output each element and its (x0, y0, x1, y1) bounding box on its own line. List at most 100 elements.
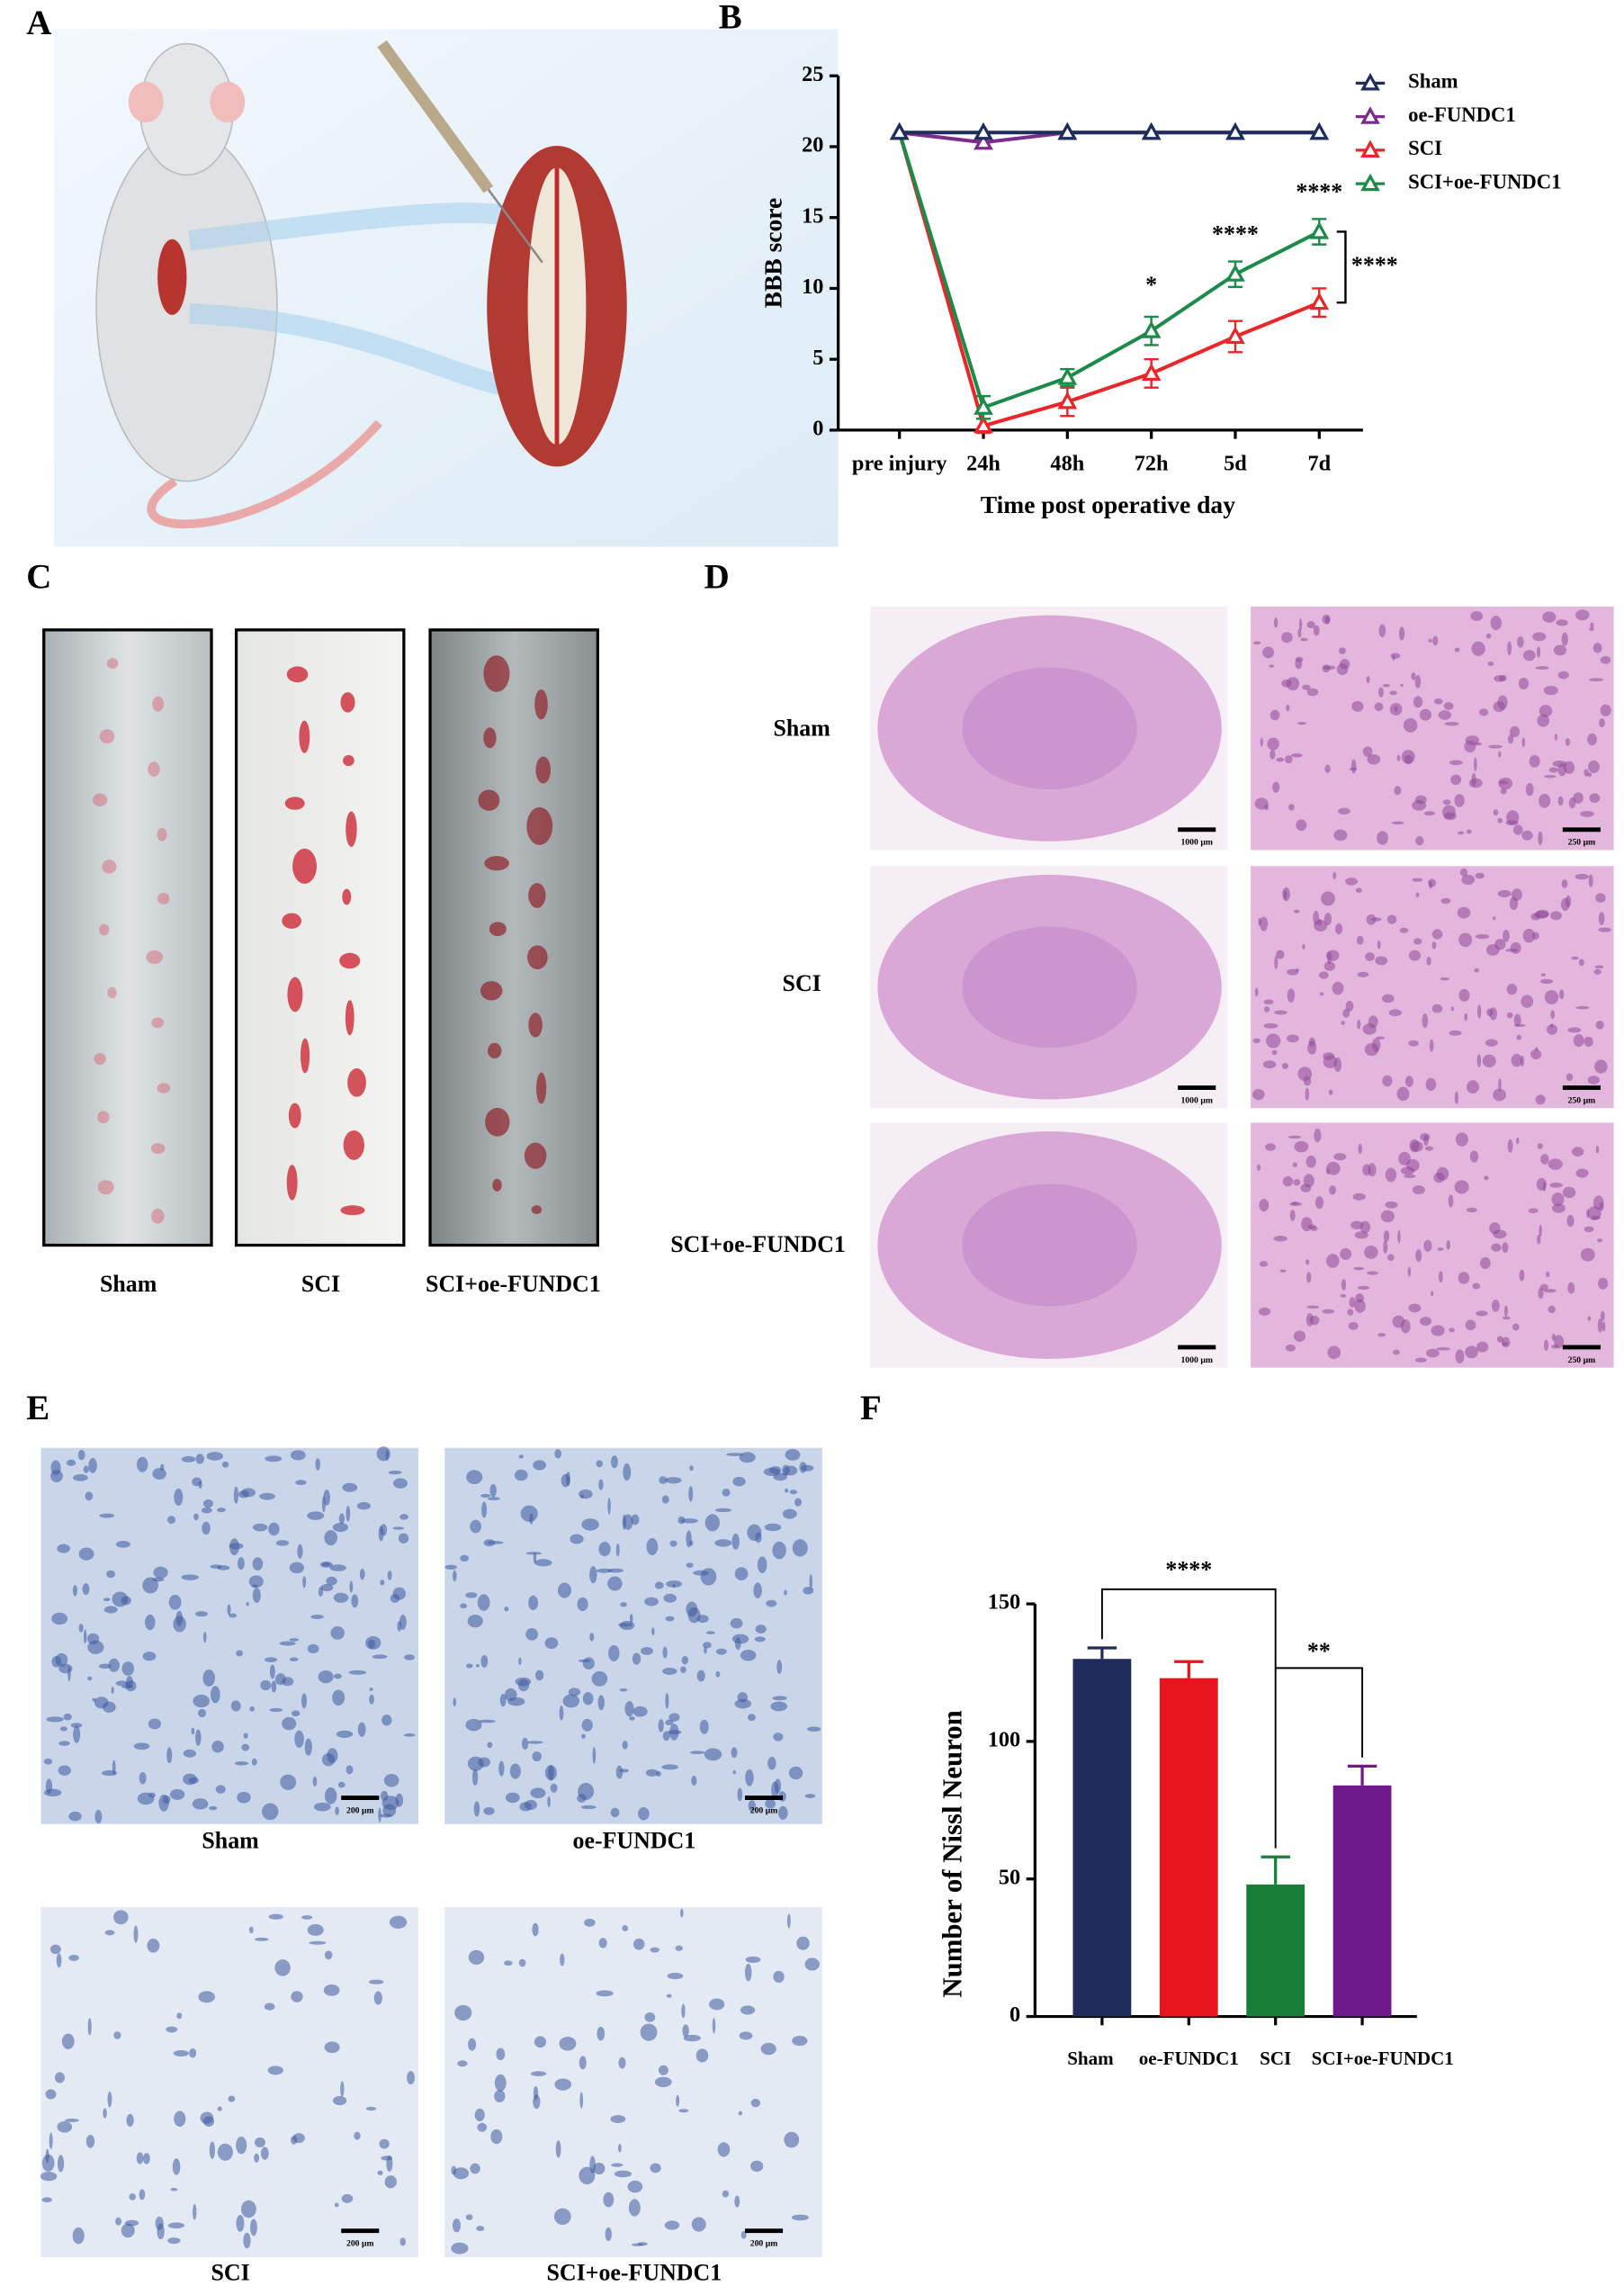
cell (359, 1569, 365, 1580)
cell (195, 1454, 204, 1464)
cell (166, 2026, 178, 2033)
cell (1550, 1010, 1556, 1020)
footprint (485, 1107, 510, 1137)
cell (1590, 622, 1594, 629)
cell (1318, 971, 1329, 979)
footprint (531, 1205, 543, 1215)
annotation: **** (1212, 221, 1259, 248)
cell (794, 1498, 803, 1507)
cell (198, 1708, 207, 1718)
cell (1383, 1240, 1388, 1254)
cell (1401, 750, 1415, 764)
cell (480, 1493, 491, 1498)
cell (1266, 1033, 1281, 1048)
cell (221, 1461, 229, 1468)
cell (87, 1640, 104, 1655)
footprint (524, 1142, 547, 1169)
marker (1225, 122, 1245, 140)
cell (1547, 1024, 1558, 1035)
cell (1476, 1341, 1489, 1353)
cell (1521, 737, 1526, 748)
panel-label: E (26, 1389, 49, 1427)
bracket (1275, 1667, 1364, 1758)
cell (51, 1612, 68, 1625)
cell (628, 2199, 641, 2217)
cell (1297, 721, 1306, 725)
cell (592, 1747, 597, 1764)
cell (1302, 943, 1305, 950)
cell (87, 2018, 92, 2036)
cell (1587, 733, 1597, 746)
cell (249, 1706, 256, 1712)
cell (137, 1792, 155, 1805)
cell (1422, 1013, 1429, 1029)
bar (1072, 1659, 1132, 2017)
cell (1503, 929, 1510, 942)
cell (259, 1492, 275, 1500)
footprint (151, 1209, 165, 1224)
footprint (536, 1072, 547, 1104)
cell (1475, 934, 1490, 940)
cell (1588, 874, 1593, 887)
cell (307, 1643, 319, 1654)
cell (63, 1713, 72, 1721)
cell (1536, 646, 1541, 658)
cell (465, 1718, 482, 1732)
cell (387, 1570, 392, 1580)
bracket (1100, 1588, 1277, 1849)
cell (1386, 1254, 1395, 1261)
cell (115, 1680, 129, 1687)
cell (1354, 1231, 1368, 1239)
cell (734, 1698, 752, 1709)
cell (518, 1657, 522, 1666)
marker (1057, 391, 1078, 410)
cell (192, 1798, 209, 1810)
cell (1431, 1325, 1445, 1336)
footprint (150, 1143, 166, 1155)
cell (611, 1455, 618, 1469)
cell (78, 1547, 94, 1561)
cell (1471, 772, 1476, 787)
image-label: oe-FUNDC1 (572, 1828, 695, 1854)
bar (1246, 1884, 1305, 2017)
cell (669, 1724, 679, 1741)
cell (201, 1507, 212, 1514)
cell (1430, 1291, 1434, 1297)
cell (380, 1580, 385, 1586)
cell (1469, 1150, 1479, 1163)
cell (112, 1591, 129, 1607)
error-bar (1347, 1764, 1377, 1786)
cell (1381, 994, 1395, 1004)
cell (624, 1701, 634, 1717)
cell (524, 1799, 538, 1810)
cell (1378, 624, 1386, 638)
micrographs (40, 606, 1614, 2257)
cell (1397, 1229, 1401, 1244)
cell (145, 1614, 156, 1631)
cell (1282, 886, 1290, 902)
cell (1573, 792, 1584, 804)
cell (750, 2098, 761, 2108)
cell (1411, 672, 1416, 680)
cell (51, 1656, 62, 1668)
cell (323, 1984, 340, 1996)
cell (126, 1676, 134, 1688)
cell (1539, 1224, 1542, 1238)
cell (1498, 780, 1509, 785)
cell (1465, 1319, 1476, 1331)
cell (738, 2110, 743, 2116)
cell (1412, 878, 1423, 882)
cell (326, 1576, 337, 1586)
cell (618, 2056, 626, 2069)
cell (139, 2189, 146, 2200)
cell (193, 1513, 199, 1521)
x-tick-label: 24h (966, 451, 1000, 475)
cell (1554, 1335, 1565, 1349)
cell (677, 1516, 686, 1525)
cell (1350, 759, 1357, 774)
cell (1293, 909, 1300, 914)
cell (1539, 978, 1554, 984)
cell (578, 1782, 595, 1801)
cell (1362, 746, 1373, 757)
cell (236, 1650, 244, 1657)
